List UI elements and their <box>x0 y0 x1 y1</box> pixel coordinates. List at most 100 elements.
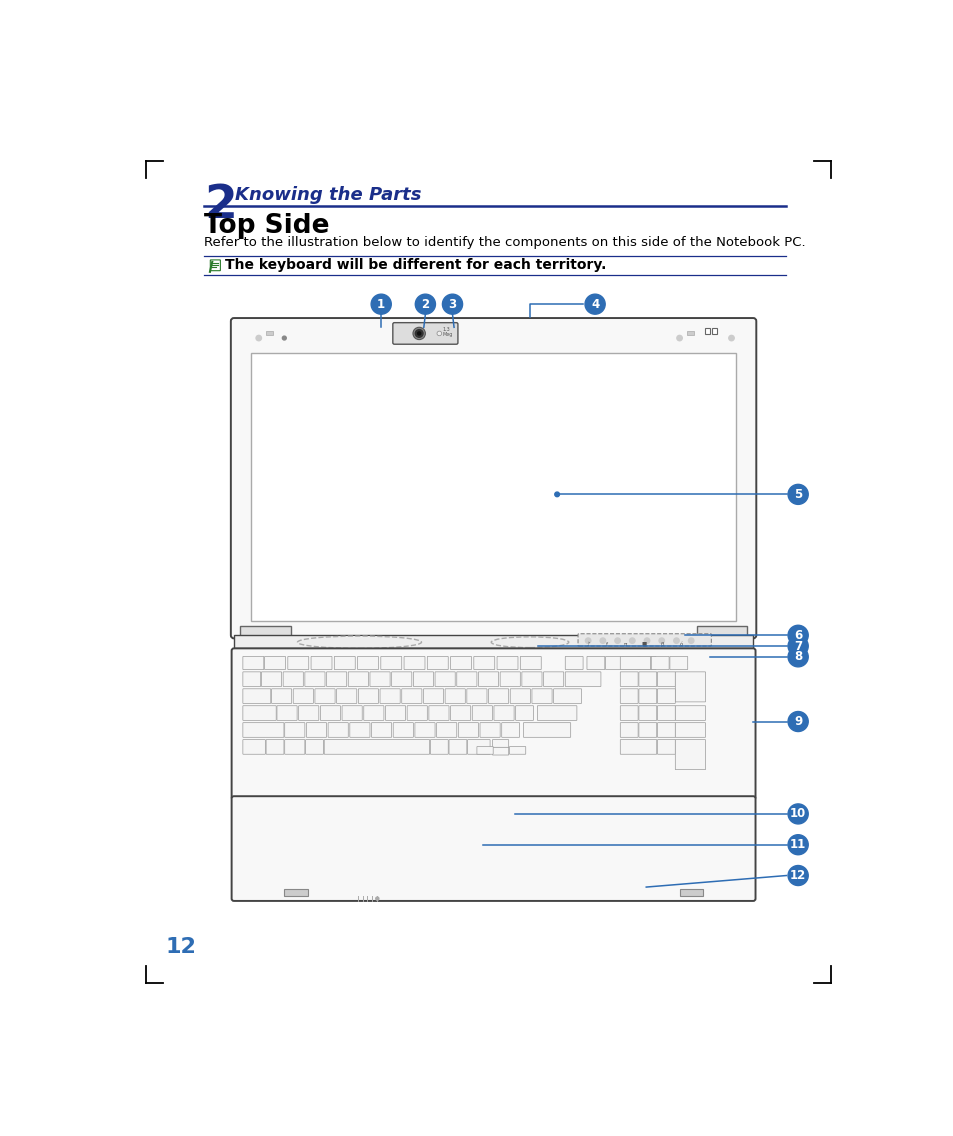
Circle shape <box>375 897 378 900</box>
FancyBboxPatch shape <box>586 657 604 669</box>
Text: Knowing the Parts: Knowing the Parts <box>235 186 421 204</box>
FancyBboxPatch shape <box>565 657 582 669</box>
Circle shape <box>415 294 435 315</box>
FancyBboxPatch shape <box>342 705 362 720</box>
FancyBboxPatch shape <box>519 657 540 669</box>
FancyBboxPatch shape <box>264 657 285 669</box>
Text: 11: 11 <box>789 838 805 851</box>
FancyBboxPatch shape <box>456 671 476 686</box>
FancyBboxPatch shape <box>358 688 378 703</box>
FancyBboxPatch shape <box>392 671 412 686</box>
Text: π: π <box>623 642 626 646</box>
FancyBboxPatch shape <box>605 657 622 669</box>
FancyBboxPatch shape <box>457 722 478 737</box>
Bar <box>266 331 274 335</box>
Circle shape <box>615 638 619 643</box>
Circle shape <box>585 638 590 643</box>
FancyBboxPatch shape <box>449 740 466 754</box>
FancyBboxPatch shape <box>305 671 325 686</box>
Circle shape <box>420 638 427 644</box>
FancyBboxPatch shape <box>435 671 455 686</box>
FancyBboxPatch shape <box>413 671 433 686</box>
Bar <box>373 807 521 879</box>
Text: Top Side: Top Side <box>204 214 330 240</box>
FancyBboxPatch shape <box>210 260 220 270</box>
FancyBboxPatch shape <box>334 657 355 669</box>
FancyBboxPatch shape <box>305 740 323 754</box>
FancyBboxPatch shape <box>516 705 533 720</box>
FancyBboxPatch shape <box>266 740 284 754</box>
FancyBboxPatch shape <box>283 671 303 686</box>
Bar <box>284 889 307 895</box>
Text: Refer to the illustration below to identify the components on this side of the N: Refer to the illustration below to ident… <box>204 236 805 250</box>
Bar <box>251 353 736 621</box>
FancyBboxPatch shape <box>657 671 675 686</box>
FancyBboxPatch shape <box>363 705 383 720</box>
FancyBboxPatch shape <box>619 722 638 737</box>
Text: 12: 12 <box>789 869 805 882</box>
Circle shape <box>371 294 391 315</box>
FancyBboxPatch shape <box>476 746 493 754</box>
FancyBboxPatch shape <box>619 705 638 720</box>
Text: 3: 3 <box>448 298 456 310</box>
FancyBboxPatch shape <box>357 657 378 669</box>
Text: The keyboard will be different for each territory.: The keyboard will be different for each … <box>224 258 605 272</box>
FancyBboxPatch shape <box>231 318 756 638</box>
FancyBboxPatch shape <box>288 657 309 669</box>
FancyBboxPatch shape <box>639 671 656 686</box>
FancyBboxPatch shape <box>675 722 705 737</box>
Text: ó: ó <box>679 642 682 646</box>
FancyBboxPatch shape <box>371 722 392 737</box>
Bar <box>696 626 746 637</box>
Bar <box>711 328 716 334</box>
Circle shape <box>787 711 807 732</box>
FancyBboxPatch shape <box>439 858 456 875</box>
FancyBboxPatch shape <box>427 657 448 669</box>
FancyBboxPatch shape <box>328 722 348 737</box>
FancyBboxPatch shape <box>385 705 405 720</box>
FancyBboxPatch shape <box>445 688 465 703</box>
FancyBboxPatch shape <box>622 657 639 669</box>
FancyBboxPatch shape <box>492 740 508 747</box>
FancyBboxPatch shape <box>243 740 265 754</box>
FancyBboxPatch shape <box>284 740 305 754</box>
FancyBboxPatch shape <box>336 688 356 703</box>
FancyBboxPatch shape <box>232 796 755 901</box>
Text: 2: 2 <box>204 183 237 227</box>
FancyBboxPatch shape <box>298 705 318 720</box>
Text: 10: 10 <box>789 808 805 820</box>
FancyBboxPatch shape <box>467 740 490 754</box>
FancyBboxPatch shape <box>380 855 515 874</box>
FancyBboxPatch shape <box>326 671 346 686</box>
FancyBboxPatch shape <box>320 705 340 720</box>
FancyBboxPatch shape <box>450 657 471 669</box>
Bar <box>240 626 291 637</box>
Text: 1.3
Meg: 1.3 Meg <box>442 326 453 337</box>
FancyBboxPatch shape <box>619 657 650 669</box>
FancyBboxPatch shape <box>404 657 424 669</box>
Text: 4: 4 <box>590 298 598 310</box>
FancyBboxPatch shape <box>272 688 292 703</box>
Text: 8: 8 <box>793 650 801 663</box>
Circle shape <box>417 332 420 335</box>
Circle shape <box>255 335 261 341</box>
FancyBboxPatch shape <box>370 671 390 686</box>
FancyBboxPatch shape <box>657 722 675 737</box>
Text: 5: 5 <box>793 487 801 501</box>
Bar <box>686 331 694 335</box>
FancyBboxPatch shape <box>675 705 705 720</box>
FancyBboxPatch shape <box>639 688 656 703</box>
FancyBboxPatch shape <box>284 722 305 737</box>
FancyBboxPatch shape <box>350 722 370 737</box>
FancyBboxPatch shape <box>436 722 456 737</box>
FancyBboxPatch shape <box>314 688 335 703</box>
Circle shape <box>787 625 807 645</box>
FancyBboxPatch shape <box>472 705 492 720</box>
Circle shape <box>629 638 635 643</box>
FancyBboxPatch shape <box>651 657 668 669</box>
FancyBboxPatch shape <box>243 688 271 703</box>
Text: β: β <box>660 642 663 646</box>
FancyBboxPatch shape <box>261 671 281 686</box>
Text: 12: 12 <box>166 937 196 958</box>
FancyBboxPatch shape <box>311 657 332 669</box>
